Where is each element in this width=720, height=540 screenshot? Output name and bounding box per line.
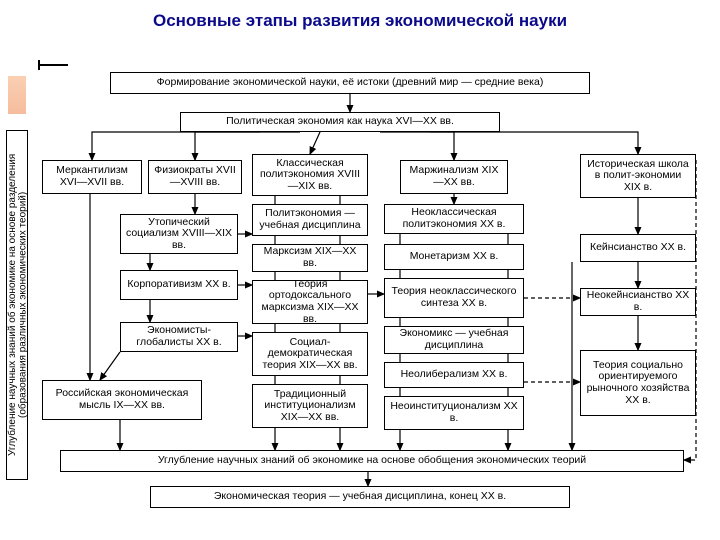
- node-n7: Историческая школа в полит-экономии XIX …: [580, 154, 696, 198]
- node-n3: Меркантилизм XVI—XVII вв.: [42, 160, 142, 194]
- node-n5: Классическая политэкономия XVIII—XIX вв.: [252, 154, 368, 196]
- accent-bar: [8, 76, 26, 114]
- node-n17: Экономикс — учебная дисциплина: [384, 326, 524, 354]
- node-n22: Российская экономическая мысль IX—XX вв.: [42, 380, 202, 420]
- node-n8: Утопический социализм XVIII—XIX вв.: [120, 214, 238, 254]
- node-n10: Марксизм XIX—XX вв.: [252, 244, 368, 272]
- node-n13: Традиционный институционализм XIX—XX вв.: [252, 384, 368, 428]
- node-n1: Формирование экономической науки, её ист…: [110, 72, 590, 94]
- node-n6: Маржинализм XIX—XX вв.: [400, 160, 508, 194]
- node-n23: Кейнсианство XX в.: [580, 234, 696, 262]
- node-n14: Неоклассическая политэкономия XX в.: [384, 204, 524, 234]
- node-n4: Физиократы XVII—XVIII вв.: [148, 160, 242, 194]
- node-n20: Корпоративизм XX в.: [120, 270, 238, 300]
- node-n2: Политическая экономия как наука XVI—XX в…: [180, 112, 500, 132]
- node-n15: Монетаризм XX в.: [384, 244, 524, 270]
- node-n27: Экономическая теория — учебная дисциплин…: [150, 486, 570, 508]
- node-n16: Теория неоклассического синтеза XX в.: [384, 278, 524, 318]
- node-n25: Теория социально ориентируемого рыночног…: [580, 350, 696, 416]
- page-title: Основные этапы развития экономической на…: [0, 10, 720, 32]
- node-n21: Экономисты-глобалисты XX в.: [120, 322, 238, 352]
- node-n24: Неокейнсианство XX в.: [580, 288, 696, 316]
- node-n11: Теория ортодоксального марксизма XIX—XX …: [252, 280, 368, 324]
- node-n26: Углубление научных знаний об экономике н…: [60, 450, 684, 472]
- decor-tick: [38, 64, 68, 66]
- node-n9: Политэкономия — учебная дисциплина: [252, 204, 368, 236]
- node-n19: Неоинституционализм XX в.: [384, 396, 524, 430]
- node-n12: Социал-демократическая теория XIX—XX вв.: [252, 332, 368, 376]
- node-n18: Неолиберализм XX в.: [384, 362, 524, 388]
- side-vertical-label: Углубление научных знаний об экономике н…: [6, 130, 28, 480]
